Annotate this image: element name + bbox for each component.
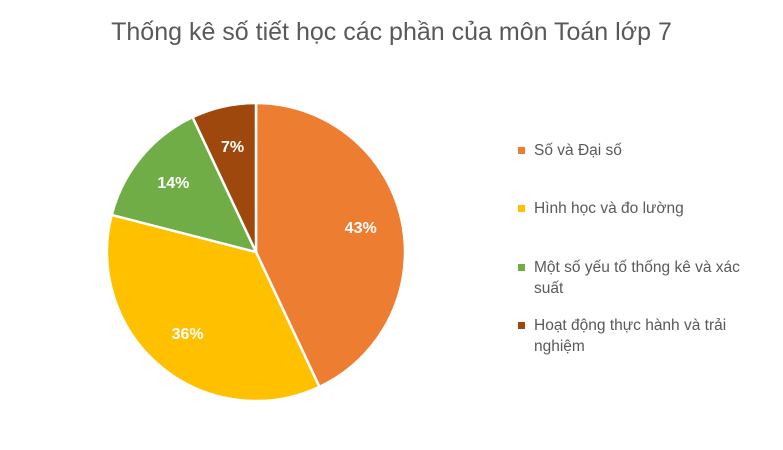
data-label-so-va-dai-so: 43% (345, 220, 377, 237)
pie-slice-so-va-dai-so (254, 101, 407, 389)
pie-slice-hinh-hoc (105, 213, 321, 403)
data-label-thong-ke: 14% (157, 175, 189, 192)
legend-label: Số và Đại số (534, 142, 622, 159)
legend-swatch (518, 147, 525, 154)
legend-swatch (518, 205, 525, 212)
chart-legend: Số và Đại số Hình học và đo lường Một số… (518, 140, 768, 357)
legend-item-hoat-dong: Hoạt động thực hành và trải nghiệm (518, 315, 768, 357)
legend-label: Hình học và đo lường (534, 200, 684, 217)
pie-slice-hoat-dong (191, 101, 258, 254)
data-label-hinh-hoc: 36% (172, 326, 204, 343)
chart-title: Thống kê số tiết học các phần của môn To… (111, 18, 672, 46)
legend-swatch (518, 264, 525, 271)
legend-item-thong-ke: Một số yếu tố thống kê và xác suất (518, 257, 768, 299)
legend-label: Hoạt động thực hành và trải nghiệm (534, 317, 727, 355)
legend-item-so-va-dai-so: Số và Đại số (518, 140, 768, 161)
data-label-hoat-dong: 7% (221, 139, 244, 156)
pie-slice-thong-ke (110, 115, 258, 254)
legend-item-hinh-hoc: Hình học và đo lường (518, 198, 768, 219)
legend-label: Một số yếu tố thống kê và xác suất (534, 259, 740, 297)
legend-swatch (518, 322, 525, 329)
